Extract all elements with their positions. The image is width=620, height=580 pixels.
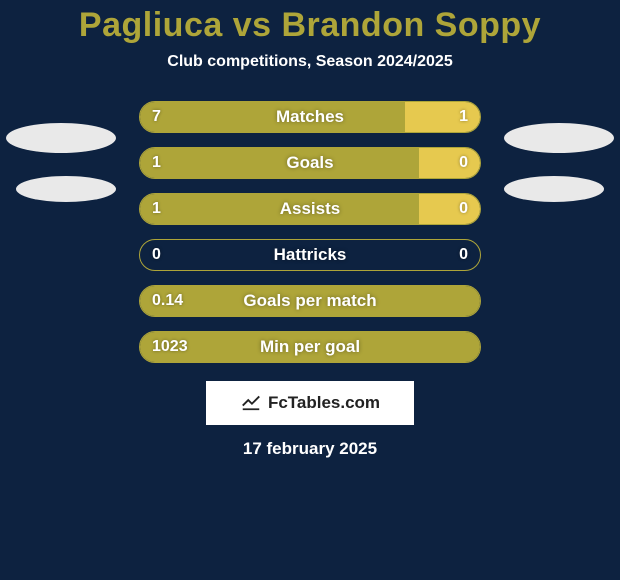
stat-value-left: 0.14 xyxy=(152,286,183,316)
stat-value-left: 7 xyxy=(152,102,161,132)
stat-bar-left xyxy=(140,102,405,132)
stat-value-left: 1023 xyxy=(152,332,188,362)
stat-row: 0 0 Hattricks xyxy=(0,239,620,271)
stat-value-left: 0 xyxy=(152,240,161,270)
stat-row: 1 0 Assists xyxy=(0,193,620,225)
stat-bar-track: 1023 Min per goal xyxy=(139,331,481,363)
stat-row: 1 0 Goals xyxy=(0,147,620,179)
stat-value-left: 1 xyxy=(152,194,161,224)
stat-bar-right xyxy=(405,102,480,132)
stat-bar-left xyxy=(140,332,480,362)
stats-chart: 7 1 Matches 1 0 Goals 1 0 Assists xyxy=(0,101,620,363)
stat-bar-track: 1 0 Goals xyxy=(139,147,481,179)
stat-bar-left xyxy=(140,148,419,178)
stat-bar-track: 0.14 Goals per match xyxy=(139,285,481,317)
stat-bar-track: 7 1 Matches xyxy=(139,101,481,133)
footer-date: 17 february 2025 xyxy=(243,439,377,459)
stat-row: 1023 Min per goal xyxy=(0,331,620,363)
stat-bar-right xyxy=(419,148,480,178)
stat-value-right: 1 xyxy=(459,102,468,132)
brand-text: FcTables.com xyxy=(268,393,380,413)
stat-value-right: 0 xyxy=(459,148,468,178)
stat-bar-track: 1 0 Assists xyxy=(139,193,481,225)
page-title: Pagliuca vs Brandon Soppy xyxy=(79,6,541,45)
page-subtitle: Club competitions, Season 2024/2025 xyxy=(167,53,452,71)
stat-bar-left xyxy=(140,286,480,316)
stat-bar-track: 0 0 Hattricks xyxy=(139,239,481,271)
stat-row: 0.14 Goals per match xyxy=(0,285,620,317)
chart-icon xyxy=(240,390,262,417)
comparison-card: Pagliuca vs Brandon Soppy Club competiti… xyxy=(0,0,620,580)
stat-label: Hattricks xyxy=(140,240,480,270)
stat-row: 7 1 Matches xyxy=(0,101,620,133)
brand-badge: FcTables.com xyxy=(206,381,414,425)
stat-value-left: 1 xyxy=(152,148,161,178)
stat-bar-right xyxy=(419,194,480,224)
stat-value-right: 0 xyxy=(459,194,468,224)
stat-value-right: 0 xyxy=(459,240,468,270)
stat-bar-left xyxy=(140,194,419,224)
